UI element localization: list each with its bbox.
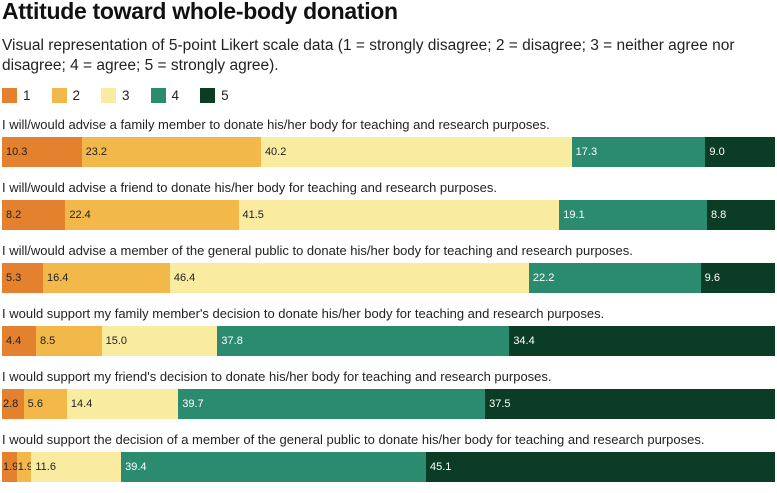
bar-segment-4: 39.4 (121, 452, 426, 482)
bar-segment-2: 8.5 (35, 326, 102, 356)
legend-swatch-4 (150, 87, 166, 103)
data-label: 2.8 (3, 398, 19, 410)
legend-label-3: 3 (122, 87, 130, 103)
legend-swatch-1 (2, 87, 17, 103)
bar-segment-5: 37.5 (485, 389, 775, 419)
bar-segment-1: 4.4 (2, 326, 36, 356)
data-label: 1.9 (17, 461, 33, 473)
stacked-bar: 5.3 16.4 46.4 22.2 9.6 (2, 263, 775, 293)
data-label: 4.4 (6, 335, 22, 347)
bar-segment-4: 37.8 (217, 326, 510, 356)
data-label: 9.6 (704, 272, 720, 284)
bar-row: I would support the decision of a member… (0, 430, 777, 493)
stacked-bar: 4.4 8.5 15.0 37.8 34.4 (2, 326, 775, 356)
legend-swatch-2 (51, 87, 67, 103)
data-label: 46.4 (173, 272, 196, 284)
stacked-bar: 8.2 22.4 41.5 19.1 8.8 (2, 200, 775, 230)
bar-segment-2: 5.6 (23, 389, 67, 419)
bar-segment-5: 9.6 (700, 263, 775, 293)
legend-swatch-5 (200, 87, 216, 103)
data-label: 22.4 (69, 209, 91, 221)
data-label: 39.7 (182, 398, 204, 410)
bar-segment-3: 41.5 (238, 200, 560, 230)
bar-segment-4: 39.7 (178, 389, 486, 419)
chart-title: Attitude toward whole-body donation (2, 0, 398, 24)
legend-swatch-3 (101, 87, 117, 103)
data-label: 1.9 (3, 461, 19, 473)
bar-row-label: I will/would advise a friend to donate h… (2, 180, 498, 195)
legend: 1 2 3 4 5 (2, 86, 250, 104)
data-label: 45.1 (429, 461, 452, 473)
bar-row: I will/would advise a member of the gene… (0, 241, 777, 304)
bar-segment-3: 40.2 (260, 137, 572, 167)
legend-item-2: 2 (51, 87, 81, 103)
data-label: 41.5 (242, 209, 264, 221)
data-label: 19.1 (563, 209, 585, 221)
data-label: 10.3 (6, 146, 28, 158)
bar-row-label: I would support the decision of a member… (2, 432, 705, 447)
data-label: 8.8 (710, 209, 727, 221)
bar-segment-5: 34.4 (509, 326, 775, 356)
data-label: 22.2 (532, 272, 555, 284)
legend-item-3: 3 (101, 87, 130, 103)
bar-segment-4: 19.1 (559, 200, 707, 230)
bar-segment-2: 1.9 (16, 452, 33, 482)
data-label: 17.3 (575, 146, 598, 158)
data-label: 37.5 (489, 398, 511, 410)
bar-row-label: I would support my friend's decision to … (2, 369, 552, 384)
bar-segment-3: 14.4 (66, 389, 179, 419)
bar-row-label: I will/would advise a member of the gene… (2, 243, 633, 258)
legend-label-1: 1 (23, 87, 31, 103)
bar-segment-5: 8.8 (706, 200, 775, 230)
stacked-bar: 1.9 1.9 11.6 39.4 45.1 (2, 452, 775, 482)
bar-segment-2: 23.2 (81, 137, 261, 167)
legend-label-4: 4 (171, 87, 180, 103)
legend-item-5: 5 (200, 87, 229, 103)
data-label: 14.4 (70, 398, 93, 410)
legend-item-4: 4 (150, 87, 180, 103)
bar-row: I would support my friend's decision to … (0, 367, 777, 430)
bar-row-label: I would support my family member's decis… (2, 306, 605, 321)
bar-segment-3: 11.6 (31, 452, 122, 482)
data-label: 5.6 (27, 398, 43, 410)
bar-segment-1: 1.9 (2, 452, 19, 482)
bar-row: I will/would advise a family member to d… (0, 115, 777, 178)
bar-segment-5: 45.1 (425, 452, 775, 482)
bar-segment-1: 10.3 (2, 137, 82, 167)
data-label: 16.4 (47, 272, 69, 284)
bar-segment-4: 17.3 (571, 137, 706, 167)
bar-row: I would support my family member's decis… (0, 304, 777, 367)
data-label: 34.4 (513, 335, 535, 347)
chart-subtitle: Visual representation of 5-point Likert … (2, 37, 735, 74)
data-label: 8.2 (6, 209, 22, 221)
bar-row-label: I will/would advise a family member to d… (2, 117, 550, 132)
legend-label-2: 2 (72, 87, 81, 103)
data-label: 15.0 (105, 335, 128, 347)
bar-segment-5: 9.0 (705, 137, 775, 167)
bar-segment-1: 5.3 (2, 263, 43, 293)
bar-segment-4: 22.2 (528, 263, 701, 293)
bar-segment-1: 2.8 (2, 389, 24, 419)
data-label: 5.3 (6, 272, 22, 284)
legend-item-1: 1 (2, 87, 31, 103)
data-label: 37.8 (221, 335, 243, 347)
data-label: 39.4 (125, 461, 147, 473)
data-label: 40.2 (264, 146, 287, 158)
bar-segment-2: 22.4 (65, 200, 239, 230)
bar-segment-1: 8.2 (2, 200, 66, 230)
data-label: 23.2 (85, 146, 108, 158)
legend-label-5: 5 (221, 87, 229, 103)
bar-row: I will/would advise a friend to donate h… (0, 178, 777, 241)
data-label: 9.0 (709, 146, 725, 158)
bar-segment-3: 15.0 (101, 326, 218, 356)
stacked-bar-chart: I will/would advise a family member to d… (0, 115, 777, 493)
stacked-bar: 2.8 5.6 14.4 39.7 37.5 (2, 389, 775, 419)
bar-segment-3: 46.4 (169, 263, 529, 293)
data-label: 8.5 (39, 335, 56, 347)
bar-segment-2: 16.4 (43, 263, 170, 293)
stacked-bar: 10.3 23.2 40.2 17.3 9.0 (2, 137, 775, 167)
data-label: 11.6 (35, 461, 56, 473)
